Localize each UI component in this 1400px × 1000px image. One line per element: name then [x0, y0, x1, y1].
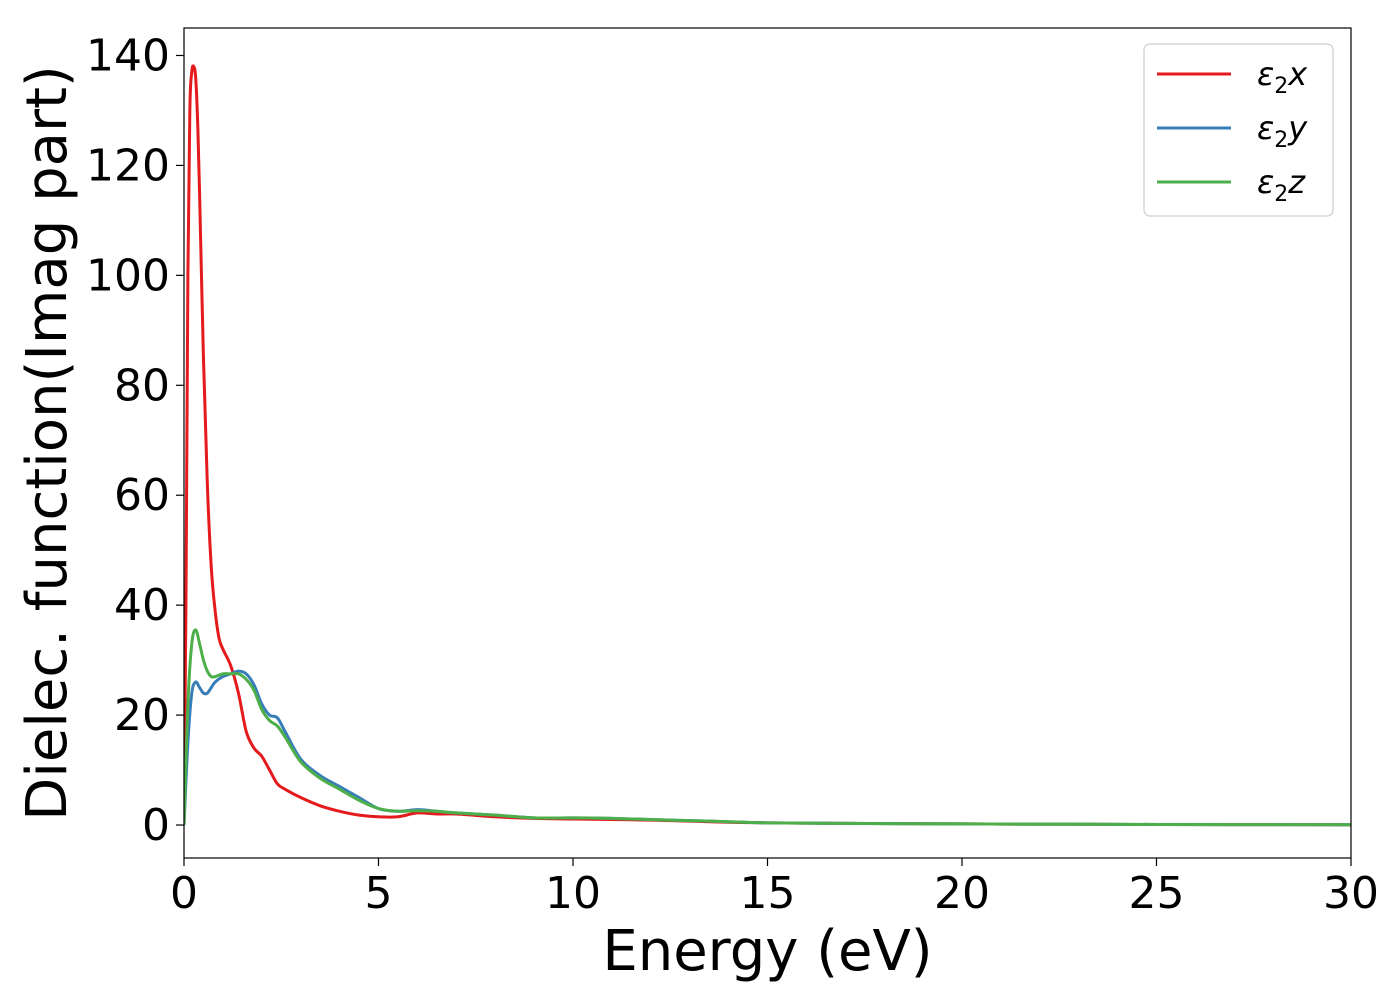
legend: ε2x ε2y ε2z: [1143, 43, 1334, 217]
ticks-layer: 0 5 10 15 20 25 30 0 20 40 60 80 100 120 140: [86, 30, 1379, 919]
legend-entry-x: ε2x: [1157, 55, 1308, 99]
legend-label: ε2z: [1257, 163, 1306, 207]
x-tick-label: 0: [170, 868, 198, 919]
x-tick-label: 5: [365, 868, 393, 919]
x-tick-label: 25: [1129, 868, 1185, 919]
y-tick-label: 40: [114, 580, 170, 631]
y-tick-label: 80: [114, 360, 170, 411]
legend-label: ε2y: [1257, 109, 1308, 153]
y-tick-label: 120: [86, 140, 170, 191]
x-tick-label: 10: [545, 868, 601, 919]
legend-label: ε2x: [1257, 55, 1308, 99]
y-tick-label: 0: [142, 800, 170, 851]
legend-entry-y: ε2y: [1157, 109, 1308, 153]
legend-entry-z: ε2z: [1157, 163, 1306, 207]
y-axis-label: Dielec. function(Imag part): [15, 65, 80, 821]
series-layer: [184, 64, 1351, 827]
legend-box: [1143, 43, 1334, 217]
x-tick-label: 30: [1323, 868, 1379, 919]
x-tick-label: 20: [934, 868, 990, 919]
y-tick-label: 20: [114, 690, 170, 741]
y-tick-label: 140: [86, 30, 170, 81]
x-axis-label: Energy (eV): [602, 919, 932, 984]
x-tick-label: 15: [740, 868, 796, 919]
y-tick-label: 100: [86, 250, 170, 301]
y-tick-label: 60: [114, 470, 170, 521]
series-line-z: [184, 628, 1351, 827]
